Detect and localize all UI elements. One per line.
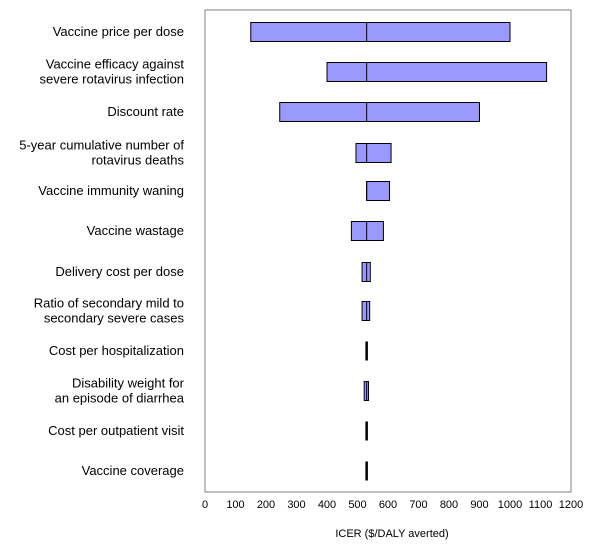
category-label-line: Vaccine wastage <box>87 223 184 238</box>
sensitivity-bar <box>250 22 511 42</box>
x-tick-label: 1100 <box>529 499 553 511</box>
x-tick-label: 700 <box>409 499 427 511</box>
category-label-line: Cost per hospitalization <box>49 343 184 358</box>
sensitivity-bar <box>355 143 392 163</box>
x-tick-label: 500 <box>348 499 366 511</box>
plot-frame <box>204 9 572 493</box>
category-label: Disability weight for an episode of diarr… <box>55 376 185 406</box>
x-tick-label: 1200 <box>559 499 583 511</box>
category-label-line: Delivery cost per dose <box>55 264 184 279</box>
x-axis-ticks: 0 100 200 300 400 500 600 700 800 900 1000 1100 1200 <box>202 499 583 511</box>
category-label: 5-year cumulative number of rotavirus dea… <box>19 138 184 168</box>
category-label-line: Disability weight for <box>72 376 185 391</box>
x-tick-label: 900 <box>470 499 488 511</box>
x-tick-label: 100 <box>226 499 244 511</box>
category-label: Vaccine price per dose <box>53 24 184 39</box>
category-label-line: secondary severe cases <box>44 311 185 326</box>
x-tick-label: 0 <box>202 499 208 511</box>
x-tick-label: 1000 <box>498 499 522 511</box>
category-label-line: Vaccine efficacy against <box>46 57 185 72</box>
sensitivity-bar <box>350 221 384 241</box>
category-label-line: rotavirus deaths <box>92 153 185 168</box>
x-axis-title: ICER ($/DALY averted) <box>335 528 448 540</box>
category-label-line: Vaccine coverage <box>82 463 184 478</box>
category-label: Vaccine immunity waning <box>38 183 184 198</box>
category-label: Cost per hospitalization <box>49 343 184 358</box>
category-label-line: Ratio of secondary mild to <box>34 296 184 311</box>
x-tick-label: 800 <box>440 499 458 511</box>
sensitivity-bar <box>361 301 371 321</box>
category-label: Vaccine coverage <box>82 463 184 478</box>
sensitivity-bar <box>326 62 548 82</box>
category-label: Cost per outpatient visit <box>48 423 184 438</box>
category-label-line: 5-year cumulative number of <box>19 138 184 153</box>
category-label: Ratio of secondary mild to secondary seve… <box>34 296 185 326</box>
category-label-line: Discount rate <box>107 104 184 119</box>
sensitivity-bar <box>366 181 391 201</box>
x-tick-label: 400 <box>318 499 336 511</box>
category-labels: Vaccine price per dose Vaccine efficacy a… <box>19 24 185 478</box>
category-label-line: Vaccine immunity waning <box>38 183 184 198</box>
category-label: Discount rate <box>107 104 184 119</box>
category-label: Delivery cost per dose <box>55 264 184 279</box>
x-tick-label: 600 <box>379 499 397 511</box>
x-tick-label: 300 <box>287 499 305 511</box>
category-label: Vaccine wastage <box>87 223 184 238</box>
x-tick-label: 200 <box>257 499 275 511</box>
category-label-line: Vaccine price per dose <box>53 24 184 39</box>
category-label-line: severe rotavirus infection <box>39 72 184 87</box>
category-label-line: Cost per outpatient visit <box>48 423 184 438</box>
category-label-line: an episode of diarrhea <box>55 391 185 406</box>
bars <box>250 22 548 481</box>
sensitivity-bar <box>279 102 480 122</box>
category-label: Vaccine efficacy against severe rotavirus… <box>39 57 184 87</box>
